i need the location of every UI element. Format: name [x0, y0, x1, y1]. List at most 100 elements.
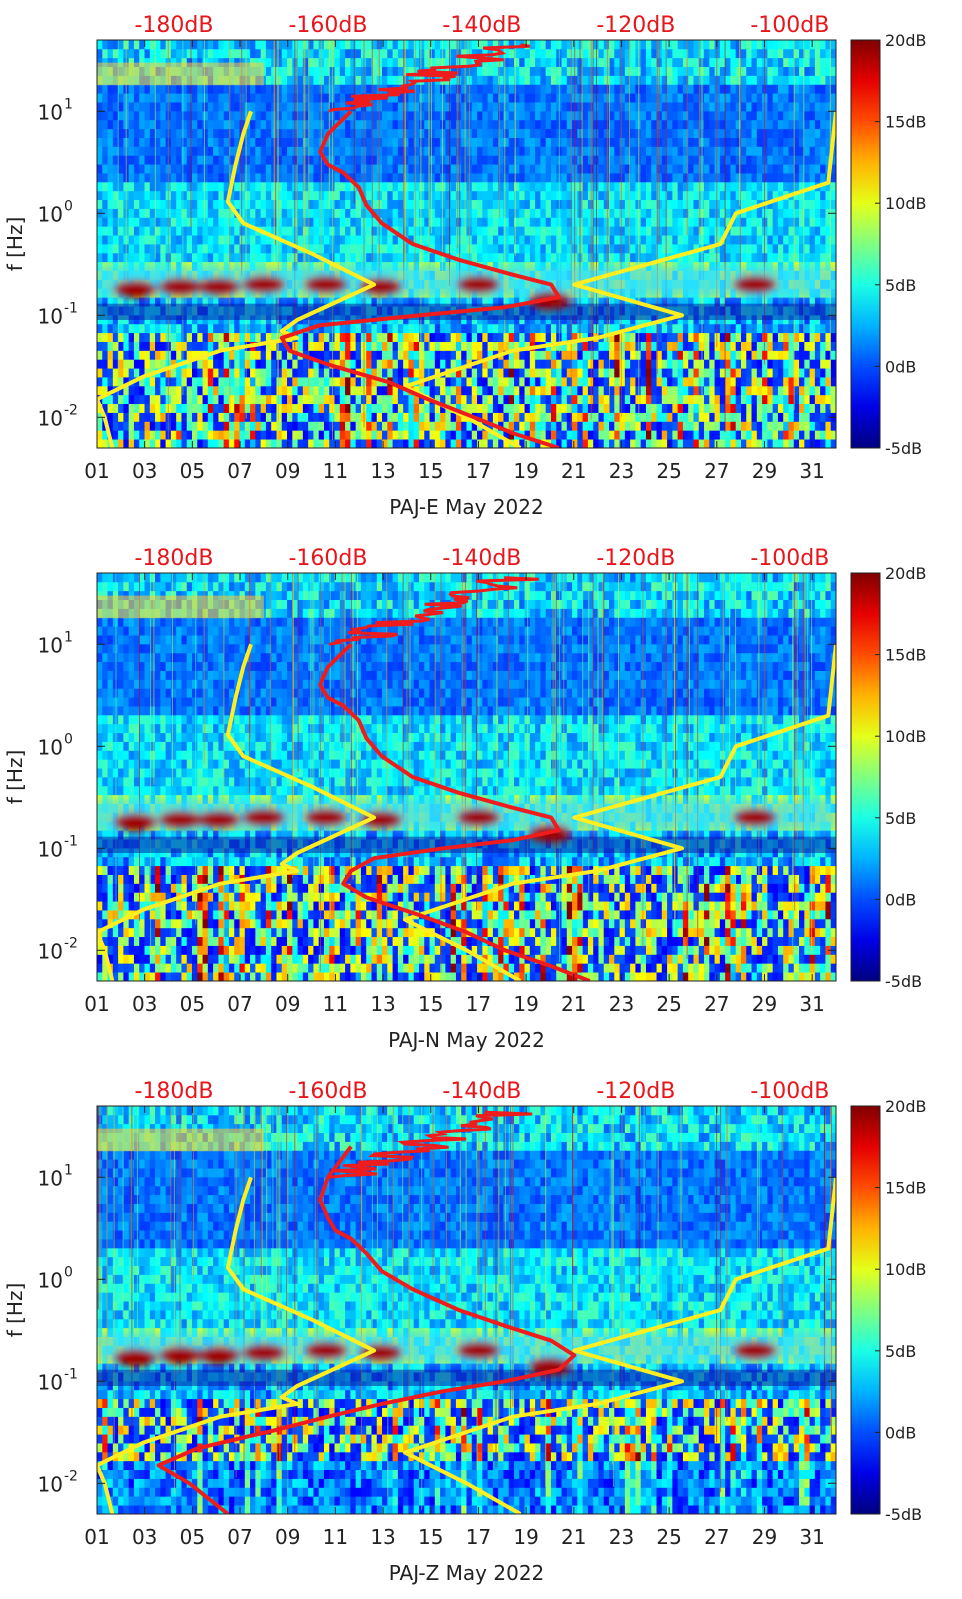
plot-frame: [96, 572, 837, 982]
y-tick-label: 10: [38, 1472, 63, 1496]
x-tick-label: 29: [752, 459, 777, 483]
y-tick-exponent: 1: [64, 96, 73, 112]
colorbar-tick-label: 15dB: [885, 646, 927, 665]
x-tick-label: 27: [704, 992, 729, 1016]
x-axis-label: PAJ-N May 2022: [388, 1028, 545, 1052]
x-tick-label: 09: [275, 992, 300, 1016]
x-tick-label: 01: [84, 992, 109, 1016]
y-tick-label: 10: [38, 202, 63, 226]
y-tick-exponent: 0: [64, 731, 73, 747]
x-tick-label: 11: [323, 1525, 348, 1549]
x-tick-label: 17: [466, 1525, 491, 1549]
psd-curve-high-frequency: [328, 1109, 533, 1179]
hot-spot: [158, 277, 203, 296]
colorbar: 20dB 15dB 10dB 5dB 0dB -5dB: [850, 564, 927, 991]
hot-spot: [196, 277, 241, 296]
top-db-tick-label: -140dB: [442, 1079, 521, 1104]
y-tick-label: 10: [38, 1370, 63, 1394]
colorbar-tick-label: 20dB: [885, 31, 927, 50]
hot-spot: [113, 280, 158, 299]
top-db-tick-label: -100dB: [750, 1079, 829, 1104]
top-db-tick-label: -180dB: [134, 13, 213, 38]
top-db-scale: -180dB -160dB -140dB -120dB -100dB: [134, 546, 829, 571]
colorbar: 20dB 15dB 10dB 5dB 0dB -5dB: [850, 31, 927, 458]
x-tick-label: 17: [466, 992, 491, 1016]
psd-curve-line: [156, 1145, 577, 1514]
x-tick-label: 31: [799, 459, 824, 483]
psd-curve-line: [318, 642, 591, 981]
y-tick-label: 10: [38, 735, 63, 759]
x-tick-label: 11: [323, 459, 348, 483]
colorbar-tick-label: -5dB: [885, 972, 922, 991]
hot-spot: [527, 1357, 572, 1376]
spectrogram-cells: [97, 1106, 836, 1514]
colorbar-tick-label: -5dB: [885, 439, 922, 458]
colorbar-tick-label: 10dB: [885, 727, 927, 746]
top-db-tick-label: -160dB: [288, 1079, 367, 1104]
x-tick-label: 09: [275, 1525, 300, 1549]
y-tick-exponent: -2: [64, 935, 78, 951]
y-tick-label: 10: [38, 304, 63, 328]
x-tick-label: 07: [227, 459, 252, 483]
top-db-tick-label: -160dB: [288, 546, 367, 571]
x-tick-label: 29: [752, 1525, 777, 1549]
hot-spot: [113, 813, 158, 832]
colorbar-tick-label: 20dB: [885, 564, 927, 583]
x-tick-label: 19: [513, 459, 538, 483]
x-axis-label: PAJ-E May 2022: [389, 495, 543, 519]
hot-spot: [241, 1343, 286, 1362]
top-db-tick-label: -120dB: [596, 13, 675, 38]
x-tick-label: 05: [180, 1525, 205, 1549]
x-tick-label: 15: [418, 459, 443, 483]
y-tick-exponent: 0: [64, 198, 73, 214]
x-tick-label: 21: [561, 459, 586, 483]
cultural-noise-band: [97, 595, 264, 619]
microseism-band: [97, 266, 836, 310]
x-tick-label: 05: [180, 459, 205, 483]
x-tick-label: 07: [227, 992, 252, 1016]
psd-curve-high-frequency: [328, 43, 531, 113]
colorbar-tick-label: 15dB: [885, 1179, 927, 1198]
x-tick-label: 01: [84, 1525, 109, 1549]
colorbar-tick-label: 20dB: [885, 1097, 927, 1116]
x-axis: 01 03 05 07 09 11 13 15 17 19 21 23 25 27 29 31: [84, 573, 825, 1016]
y-tick-label: 10: [38, 837, 63, 861]
x-tick-label: 03: [132, 992, 157, 1016]
colorbar-tick-label: 5dB: [885, 276, 916, 295]
colorbar-gradient: [850, 39, 881, 449]
top-db-tick-label: -120dB: [596, 546, 675, 571]
spectrogram-panel-paj-z: 01 03 05 07 09 11 13 15 17 19 21 23 25 27 29 31 PAJ-Z Ma…: [0, 1066, 962, 1599]
x-tick-label: 23: [609, 992, 634, 1016]
x-tick-label: 15: [418, 992, 443, 1016]
top-db-tick-label: -180dB: [134, 1079, 213, 1104]
x-tick-label: 17: [466, 459, 491, 483]
y-tick-exponent: 1: [64, 1162, 73, 1178]
spectrogram-image: [97, 40, 836, 448]
hot-spot: [158, 810, 203, 829]
hot-spot: [241, 275, 286, 294]
x-tick-label: 13: [370, 1525, 395, 1549]
x-axis-label: PAJ-Z May 2022: [389, 1561, 545, 1585]
x-tick-label: 03: [132, 1525, 157, 1549]
x-tick-label: 25: [656, 459, 681, 483]
x-tick-label: 25: [656, 992, 681, 1016]
colorbar-tick-label: 0dB: [885, 1423, 916, 1442]
colorbar-tick-label: 10dB: [885, 1260, 927, 1279]
x-tick-label: 29: [752, 992, 777, 1016]
colorbar: 20dB 15dB 10dB 5dB 0dB -5dB: [850, 1097, 927, 1524]
x-axis: 01 03 05 07 09 11 13 15 17 19 21 23 25 27 29 31: [84, 40, 825, 483]
hot-spot: [732, 1341, 777, 1360]
colorbar-tick-label: 15dB: [885, 113, 927, 132]
colorbar-tick-label: 0dB: [885, 357, 916, 376]
hot-spot: [303, 808, 348, 827]
top-db-tick-label: -180dB: [134, 546, 213, 571]
x-tick-label: 25: [656, 1525, 681, 1549]
x-tick-label: 21: [561, 1525, 586, 1549]
y-axis-label: f [Hz]: [3, 750, 27, 805]
psd-curve-high-frequency: [328, 576, 539, 646]
spectrogram-cells: [97, 573, 836, 981]
y-tick-label: 10: [38, 1268, 63, 1292]
plot-frame: [96, 39, 837, 449]
